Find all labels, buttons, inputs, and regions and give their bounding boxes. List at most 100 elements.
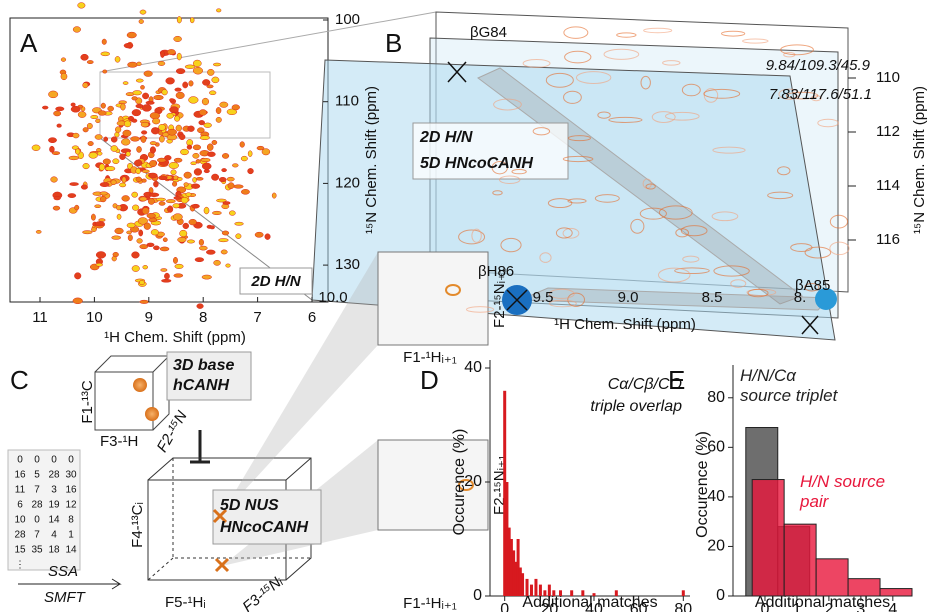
- spectrum-peak: [60, 57, 67, 62]
- contour: [466, 306, 495, 313]
- spectrum-peak: [126, 230, 132, 235]
- contour: [639, 207, 667, 220]
- spectrum-peak: [55, 106, 65, 112]
- y-tick-label: 80: [707, 389, 725, 406]
- bar: [518, 567, 522, 596]
- peak-ball: [133, 378, 147, 392]
- matrix-cell: 5: [34, 470, 40, 481]
- spectrum-peak: [173, 157, 183, 163]
- spectrum-peak: [232, 163, 239, 168]
- contour: [658, 205, 693, 220]
- spectrum-peak: [104, 166, 116, 172]
- contour: [562, 155, 594, 163]
- spectrum-peak: [100, 51, 110, 57]
- contour: [567, 135, 592, 142]
- spectrum-peak: [127, 61, 138, 68]
- spectrum-peak: [192, 144, 202, 151]
- spectrum-peak: [131, 109, 142, 117]
- y-tick-label: 120: [335, 174, 360, 191]
- spectrum-peak: [132, 90, 142, 96]
- spectrum-peak: [98, 163, 106, 171]
- spectrum-peak: [185, 192, 192, 197]
- spectrum-peak: [53, 196, 61, 201]
- peak-cross: [212, 508, 230, 573]
- contour: [703, 88, 741, 99]
- spectrum-peak: [70, 105, 81, 113]
- legend-box: [239, 267, 313, 295]
- spectrum-peak: [175, 124, 182, 132]
- panel-label: B: [385, 28, 402, 58]
- spectrum-peak: [261, 148, 271, 156]
- contour: [680, 225, 708, 237]
- contour: [555, 227, 573, 239]
- spectrum-peak: [170, 169, 177, 176]
- spectrum-peak: [198, 120, 205, 126]
- spectrum-peak: [103, 136, 109, 142]
- contour: [548, 299, 577, 308]
- contour: [562, 227, 580, 239]
- spectrum-peak: [182, 222, 189, 230]
- plane: [377, 251, 489, 346]
- x-tick-label: 9.5: [533, 289, 554, 306]
- matrix-cell: 11: [15, 485, 26, 496]
- contour: [664, 111, 700, 121]
- spectrum-peak: [264, 233, 271, 240]
- spectrum-peak: [235, 233, 242, 239]
- spectrum-peak: [221, 168, 227, 173]
- spectrum-peak: [174, 263, 184, 269]
- spectrum-peak: [239, 141, 245, 148]
- bar: [525, 578, 529, 596]
- spectrum-peak: [167, 205, 174, 213]
- spectrum-peak: [56, 123, 62, 128]
- spectrum-peak: [149, 146, 156, 154]
- panel-label: C: [10, 365, 29, 395]
- residue-label: βG84: [470, 24, 507, 41]
- spectrum-peak: [69, 182, 79, 186]
- spectrum-peak: [213, 259, 221, 266]
- matrix-cell: 14: [48, 515, 60, 526]
- bar: [505, 482, 509, 596]
- spectrum-peak: [74, 148, 81, 155]
- panel-label: A: [20, 28, 38, 58]
- y-axis-label: ¹⁵N Chem. Shift (ppm): [911, 86, 928, 234]
- axis-label: F1-¹Hᵢ₊₁: [403, 595, 457, 612]
- matrix-cell: 3: [51, 485, 57, 496]
- y-tick-label: 20: [707, 538, 725, 555]
- contour: [630, 218, 645, 234]
- spectrum-peak: [139, 279, 145, 286]
- x-tick-label: 8.5: [702, 289, 723, 306]
- contour: [511, 168, 527, 175]
- matrix-cell: 12: [65, 500, 77, 511]
- spectrum-peak: [188, 80, 194, 87]
- spectrum-peak: [126, 222, 136, 229]
- x-tick-label: 0: [761, 601, 770, 612]
- spectrum-peak: [114, 56, 121, 63]
- contour: [567, 292, 585, 307]
- contour: [492, 190, 503, 196]
- y-tick-label: 114: [876, 177, 900, 194]
- spectrum-peak: [169, 106, 179, 113]
- spectrum-peak: [178, 133, 186, 141]
- projection: [220, 252, 378, 517]
- spectrum-peak: [229, 210, 236, 216]
- x-tick-label: 4: [888, 601, 897, 612]
- bar: [614, 590, 618, 596]
- x-tick-label: 10: [86, 309, 103, 326]
- spectrum-peak: [183, 171, 192, 179]
- matrix-cell: 35: [31, 545, 43, 556]
- spectrum-peak: [174, 87, 182, 92]
- spectrum-peak: [35, 229, 42, 234]
- contour: [545, 72, 574, 88]
- matrix-cell: 8: [68, 515, 74, 526]
- spectrum-peak: [166, 49, 176, 55]
- spectrum-peak: [127, 234, 133, 242]
- contour: [721, 30, 746, 37]
- spectrum-peak: [192, 66, 203, 75]
- spectrum-peak: [68, 155, 79, 161]
- layout: [7, 11, 849, 590]
- spectrum-peak: [126, 31, 137, 39]
- matrix-cell: 0: [17, 455, 23, 466]
- spectrum-peak: [165, 77, 175, 85]
- contour: [493, 98, 522, 111]
